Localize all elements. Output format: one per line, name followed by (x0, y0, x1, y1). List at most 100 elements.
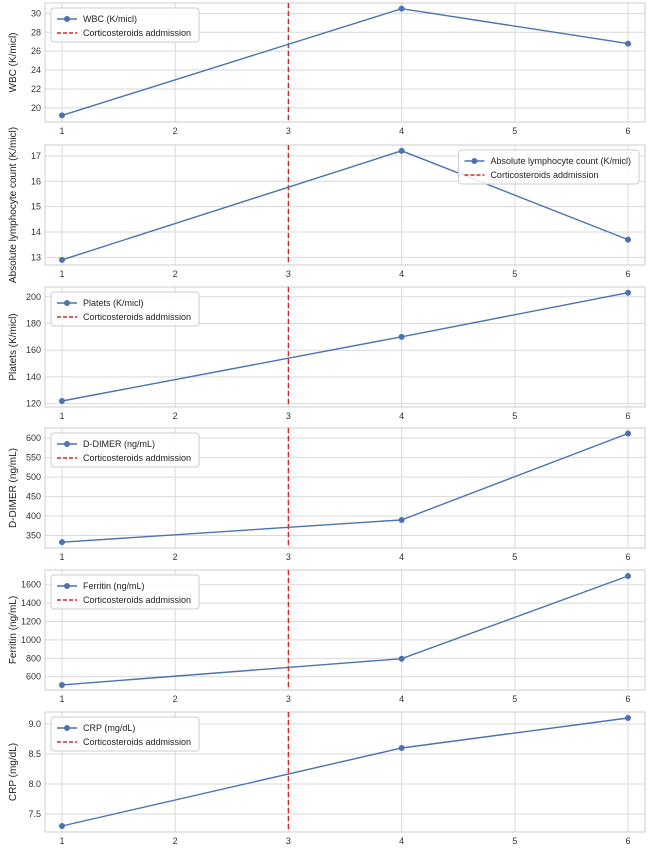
y-axis-label: WBC (K/micl) (8, 33, 19, 93)
x-tick-label: 1 (59, 552, 64, 562)
legend-series-label: Ferritin (ng/mL) (83, 581, 145, 591)
legend-box (50, 432, 200, 468)
plot-frame (44, 2, 646, 123)
data-point (625, 40, 632, 47)
legend-marker-label: Corticosteroids addmission (83, 28, 191, 38)
data-point (625, 715, 632, 721)
x-tick-label: 2 (173, 126, 178, 136)
legend-box (50, 716, 200, 752)
x-tick-label: 3 (286, 552, 291, 562)
x-tick-label: 6 (626, 836, 631, 846)
legend-box (50, 7, 200, 43)
y-tick-label: 1200 (21, 616, 41, 626)
data-point (398, 333, 405, 340)
plot-frame (44, 286, 646, 408)
data-point (625, 289, 632, 296)
y-tick-label: 9.0 (28, 719, 41, 729)
legend-series-label: CRP (mg/dL) (83, 723, 135, 733)
data-point (625, 236, 632, 243)
legend-marker-label: Corticosteroids addmission (490, 170, 598, 180)
y-tick-label: 24 (31, 65, 41, 75)
legend-series-label: Absolute lymphocyte count (K/micl) (490, 156, 631, 166)
x-tick-label: 5 (512, 836, 517, 846)
y-tick-label: 28 (31, 27, 41, 37)
x-tick-label: 1 (59, 836, 64, 846)
y-axis-label: CRP (mg/dL) (8, 743, 19, 801)
y-tick-label: 26 (31, 46, 41, 56)
legend-marker-label: Corticosteroids addmission (83, 737, 191, 747)
data-point (58, 823, 65, 829)
legend-marker-label: Corticosteroids addmission (83, 312, 191, 322)
x-tick-label: 6 (626, 694, 631, 704)
data-point (58, 681, 65, 688)
legend: Absolute lymphocyte count (K/micl) Cortic… (457, 149, 640, 185)
plot-frame (44, 711, 646, 833)
data-point (58, 539, 65, 546)
data-point (398, 147, 405, 154)
x-tick-label: 4 (399, 836, 404, 846)
x-tick-label: 1 (59, 126, 64, 136)
x-tick-label: 1 (59, 411, 64, 421)
y-tick-label: 400 (26, 511, 41, 521)
legend-series-marker (64, 583, 70, 589)
legend-series-marker (64, 441, 70, 447)
y-tick-label: 800 (26, 653, 41, 663)
data-point (398, 516, 405, 523)
y-tick-label: 13 (31, 252, 41, 262)
x-tick-label: 5 (512, 126, 517, 136)
data-point (398, 5, 405, 12)
x-tick-label: 6 (626, 552, 631, 562)
y-tick-label: 1000 (21, 635, 41, 645)
x-tick-label: 5 (512, 552, 517, 562)
legend-series-label: Platets (K/micl) (83, 298, 144, 308)
y-tick-label: 17 (31, 151, 41, 161)
x-tick-label: 3 (286, 269, 291, 279)
y-tick-label: 180 (26, 318, 41, 328)
x-tick-label: 6 (626, 411, 631, 421)
y-tick-label: 160 (26, 345, 41, 355)
x-tick-label: 2 (173, 411, 178, 421)
y-tick-label: 8.0 (28, 779, 41, 789)
y-tick-label: 8.5 (28, 749, 41, 759)
legend-box (50, 574, 200, 610)
data-point (58, 397, 65, 404)
y-tick-label: 500 (26, 472, 41, 482)
y-axis-label: Ferritin (ng/mL) (8, 596, 19, 664)
plot-frame (44, 569, 646, 691)
y-tick-label: 30 (31, 8, 41, 18)
x-tick-label: 4 (399, 694, 404, 704)
data-point (58, 256, 65, 263)
legend: WBC (K/micl) Corticosteroids addmission (50, 7, 200, 43)
y-tick-label: 140 (26, 372, 41, 382)
y-tick-label: 120 (26, 399, 41, 409)
legend-marker-label: Corticosteroids addmission (83, 595, 191, 605)
x-tick-label: 4 (399, 269, 404, 279)
y-tick-label: 16 (31, 176, 41, 186)
y-tick-label: 1400 (21, 598, 41, 608)
data-point (398, 745, 405, 751)
data-point (58, 112, 65, 119)
legend: CRP (mg/dL) Corticosteroids addmission (50, 716, 200, 752)
y-tick-label: 20 (31, 103, 41, 113)
x-tick-label: 2 (173, 694, 178, 704)
y-axis-label: D-DIMER (ng/mL) (8, 448, 19, 528)
y-tick-label: 1600 (21, 580, 41, 590)
x-tick-label: 3 (286, 836, 291, 846)
legend: Platets (K/micl) Corticosteroids addmissi… (50, 291, 200, 327)
legend-series-marker (64, 300, 70, 306)
legend-series-label: D-DIMER (ng/mL) (83, 439, 155, 449)
y-tick-label: 450 (26, 492, 41, 502)
y-tick-label: 14 (31, 227, 41, 237)
x-tick-label: 3 (286, 411, 291, 421)
y-tick-label: 15 (31, 202, 41, 212)
legend: Ferritin (ng/mL) Corticosteroids addmissi… (50, 574, 200, 610)
plot-frame (44, 144, 646, 266)
